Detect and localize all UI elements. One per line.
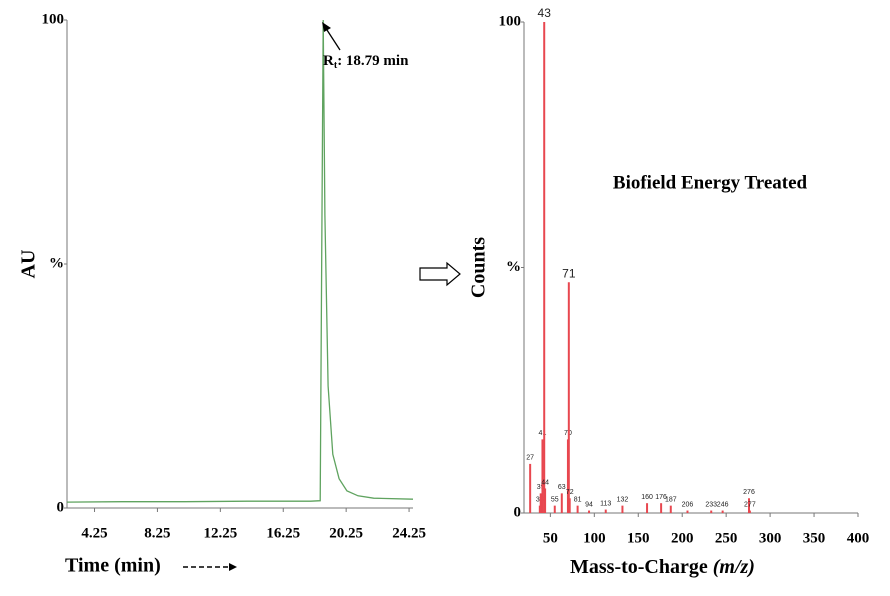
x-tick-label: 16.25 bbox=[266, 525, 300, 541]
peak-label: 160 bbox=[641, 494, 653, 501]
annotation-rest: : 18.79 min bbox=[337, 53, 409, 69]
x-tick-label: 4.25 bbox=[81, 525, 107, 541]
peak-label: 187 bbox=[665, 496, 677, 503]
chromatogram-line bbox=[66, 19, 414, 503]
y-tick-label: 100 bbox=[42, 11, 65, 27]
x-label-main: Mass-to-Charge bbox=[570, 556, 713, 578]
peak-label: 27 bbox=[526, 455, 534, 462]
x-tick-label: 300 bbox=[759, 530, 782, 546]
retention-annotation: Rt: 18.79 min bbox=[323, 53, 409, 71]
y-tick-label: 100 bbox=[499, 13, 522, 29]
y-tick-label: % bbox=[49, 255, 64, 271]
x-tick-label: 20.25 bbox=[329, 525, 363, 541]
transition-arrow bbox=[419, 261, 461, 287]
annotation-arrow-head bbox=[322, 22, 331, 32]
x-tick-label: 100 bbox=[583, 530, 606, 546]
spectrum-annotation: Biofield Energy Treated bbox=[613, 172, 808, 193]
x-tick-label: 200 bbox=[671, 530, 694, 546]
peak-label: 44 bbox=[541, 479, 549, 486]
peak-label: 132 bbox=[617, 496, 629, 503]
y-axis-label: AU bbox=[18, 250, 40, 279]
peak-label: 55 bbox=[551, 496, 559, 503]
x-tick-label: 50 bbox=[543, 530, 558, 546]
y-tick-label: % bbox=[506, 259, 521, 275]
x-tick-label: 12.25 bbox=[203, 525, 237, 541]
annotation-sub: t bbox=[334, 60, 338, 71]
y-axis-label: Counts bbox=[468, 237, 490, 298]
peak-label: 41 bbox=[539, 430, 547, 437]
peak-label: 176 bbox=[655, 494, 667, 501]
peak-label: 43 bbox=[538, 6, 552, 20]
peak-label: 113 bbox=[600, 500, 611, 507]
peak-label: 206 bbox=[682, 501, 694, 508]
annotation-r: R bbox=[323, 53, 334, 69]
peak-label: 81 bbox=[574, 496, 582, 503]
x-tick-label: 8.25 bbox=[144, 525, 170, 541]
peak-label: 276 bbox=[743, 489, 755, 496]
peak-label: 71 bbox=[562, 266, 576, 280]
label-arrow-head bbox=[229, 563, 237, 571]
x-tick-label: 350 bbox=[803, 530, 826, 546]
peak-label: 63 bbox=[558, 484, 566, 491]
peak-label: 39 bbox=[537, 484, 545, 491]
peak-label: 94 bbox=[585, 501, 593, 508]
x-axis-label: Mass-to-Charge (m/z) bbox=[570, 556, 755, 578]
x-tick-label: 150 bbox=[627, 530, 650, 546]
x-tick-label: 24.25 bbox=[392, 525, 426, 541]
x-label-unit: (m/z) bbox=[713, 556, 755, 578]
peak-label: 72 bbox=[566, 489, 574, 496]
x-tick-label: 400 bbox=[847, 530, 870, 546]
peak-label: 277 bbox=[744, 501, 756, 508]
y-tick-label: 0 bbox=[514, 504, 522, 520]
annotation-arrow bbox=[326, 29, 341, 51]
peak-label: 246 bbox=[717, 501, 729, 508]
x-axis-label: Time (min) bbox=[65, 555, 161, 577]
y-tick-label: 0 bbox=[57, 499, 65, 515]
peak-label: 233 bbox=[705, 501, 717, 508]
x-tick-label: 250 bbox=[715, 530, 738, 546]
